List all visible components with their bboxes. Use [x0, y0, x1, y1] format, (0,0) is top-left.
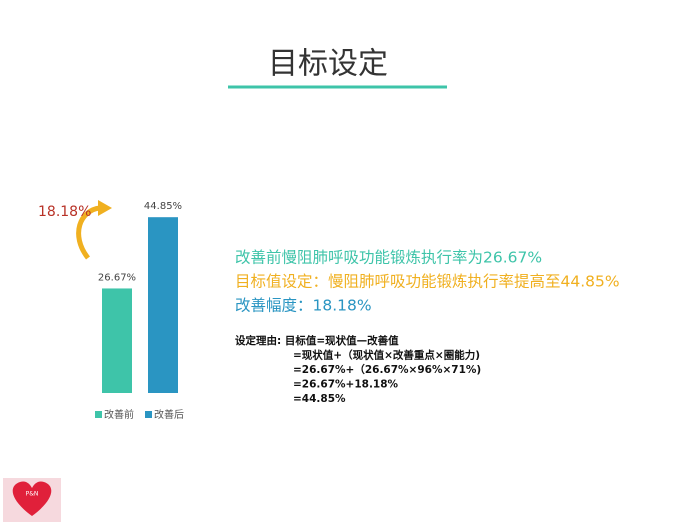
- reasoning-line: =44.85%: [293, 393, 346, 405]
- legend-swatch: [95, 411, 102, 418]
- increase-arrow: [76, 205, 101, 260]
- summary-line: 改善前慢阻肺呼吸功能锻炼执行率为26.67%: [235, 249, 542, 267]
- reasoning-line: =26.67%+18.18%: [293, 379, 399, 391]
- value-label: 26.67%: [98, 272, 136, 283]
- logo: P&N: [3, 478, 61, 522]
- value-label: 44.85%: [144, 201, 182, 212]
- legend-swatch: [145, 411, 152, 418]
- reasoning-line: =26.67%+（26.67%×96%×71%): [293, 363, 481, 376]
- logo-heart: [12, 481, 52, 516]
- summary-line: 目标值设定：慢阻肺呼吸功能锻炼执行率提高至44.85%: [235, 273, 620, 291]
- legend-label: 改善后: [154, 408, 184, 421]
- slide-title: 目标设定: [268, 47, 388, 82]
- legend-label: 改善前: [104, 408, 134, 421]
- summary-line: 改善幅度：18.18%: [235, 297, 372, 315]
- bar: [148, 217, 178, 393]
- reasoning-line: 设定理由: 目标值=现状值—改善值: [235, 334, 399, 347]
- annotation: 18.18%: [38, 204, 91, 220]
- increase-arrow-head: [98, 200, 112, 216]
- logo-text: P&N: [26, 491, 39, 498]
- bar: [102, 288, 132, 393]
- reasoning-line: =现状值+（现状值×改善重点×圈能力): [293, 349, 480, 362]
